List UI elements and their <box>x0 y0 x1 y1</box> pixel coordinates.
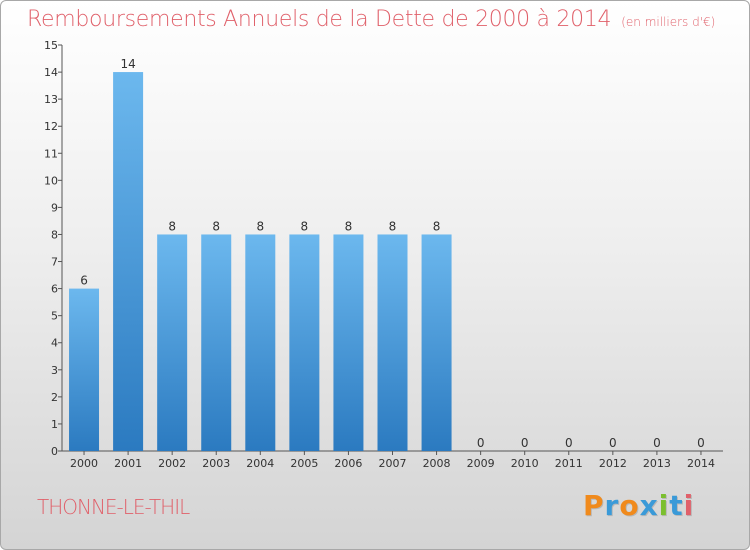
data-label: 8 <box>433 219 441 233</box>
logo-letter: P <box>583 489 605 522</box>
chart-title-text: Remboursements Annuels de la Dette de 20… <box>27 7 612 32</box>
logo-letter: i <box>683 489 695 522</box>
data-label: 0 <box>521 436 529 450</box>
data-label: 0 <box>697 436 705 450</box>
labels: 2000 6 2001 14 2002 8 2003 8 2004 8 2005 8 2006 8 2007… <box>70 57 715 470</box>
data-label: 8 <box>212 219 220 233</box>
y-tick-label: 8 <box>51 228 58 241</box>
logo-letter: o <box>619 489 640 522</box>
logo-letter: x <box>639 489 659 522</box>
bar <box>421 234 452 451</box>
y-tick-label: 9 <box>51 201 58 214</box>
logo-letter: r <box>604 489 620 522</box>
proxiti-logo: Proxiti <box>583 489 694 522</box>
data-label: 6 <box>80 274 88 288</box>
x-tick-label: 2000 <box>70 457 98 470</box>
x-tick-label: 2010 <box>511 457 539 470</box>
y-tick-label: 2 <box>51 391 58 404</box>
x-tick-label: 2013 <box>643 457 671 470</box>
y-tick-label: 6 <box>51 283 58 296</box>
y-tick-label: 5 <box>51 310 58 323</box>
bar <box>245 234 276 451</box>
data-label: 0 <box>609 436 617 450</box>
y-tick-label: 15 <box>44 39 58 52</box>
bar <box>157 234 188 451</box>
data-label: 8 <box>345 219 353 233</box>
data-label: 8 <box>256 219 264 233</box>
logo-letter: i <box>658 489 670 522</box>
data-label: 8 <box>168 219 176 233</box>
y-tick-label: 12 <box>44 120 58 133</box>
bar <box>377 234 408 451</box>
data-label: 8 <box>301 219 309 233</box>
y-tick-label: 0 <box>51 445 58 458</box>
data-label: 0 <box>477 436 485 450</box>
x-tick-label: 2004 <box>246 457 274 470</box>
data-label: 0 <box>653 436 661 450</box>
bars <box>69 72 452 452</box>
y-tick-label: 4 <box>51 337 58 350</box>
bar <box>201 234 232 451</box>
chart-title: Remboursements Annuels de la Dette de 20… <box>27 7 715 32</box>
x-tick-label: 2002 <box>158 457 186 470</box>
bar <box>113 72 144 452</box>
y-tick-label: 1 <box>51 418 58 431</box>
x-tick-label: 2003 <box>202 457 230 470</box>
x-tick-label: 2011 <box>555 457 583 470</box>
x-tick-label: 2012 <box>599 457 627 470</box>
data-label: 0 <box>565 436 573 450</box>
x-tick-label: 2001 <box>114 457 142 470</box>
y-tick-label: 3 <box>51 364 58 377</box>
x-tick-label: 2007 <box>379 457 407 470</box>
bar <box>333 234 364 451</box>
chart-subtitle: (en milliers d'€) <box>621 15 716 29</box>
commune-name: THONNE-LE-THIL <box>37 495 190 519</box>
x-tick-label: 2008 <box>423 457 451 470</box>
logo-letter: t <box>669 489 684 522</box>
y-tick-label: 10 <box>44 174 58 187</box>
x-tick-label: 2005 <box>290 457 318 470</box>
bar <box>289 234 320 451</box>
x-tick-label: 2006 <box>334 457 362 470</box>
y-tick-label: 11 <box>44 147 58 160</box>
y-tick-label: 7 <box>51 256 58 269</box>
data-label: 14 <box>120 57 135 71</box>
y-tick-label: 13 <box>44 93 58 106</box>
x-tick-label: 2009 <box>467 457 495 470</box>
y-tick-label: 14 <box>44 66 58 79</box>
data-label: 8 <box>389 219 397 233</box>
x-tick-label: 2014 <box>687 457 715 470</box>
bar <box>69 288 100 451</box>
